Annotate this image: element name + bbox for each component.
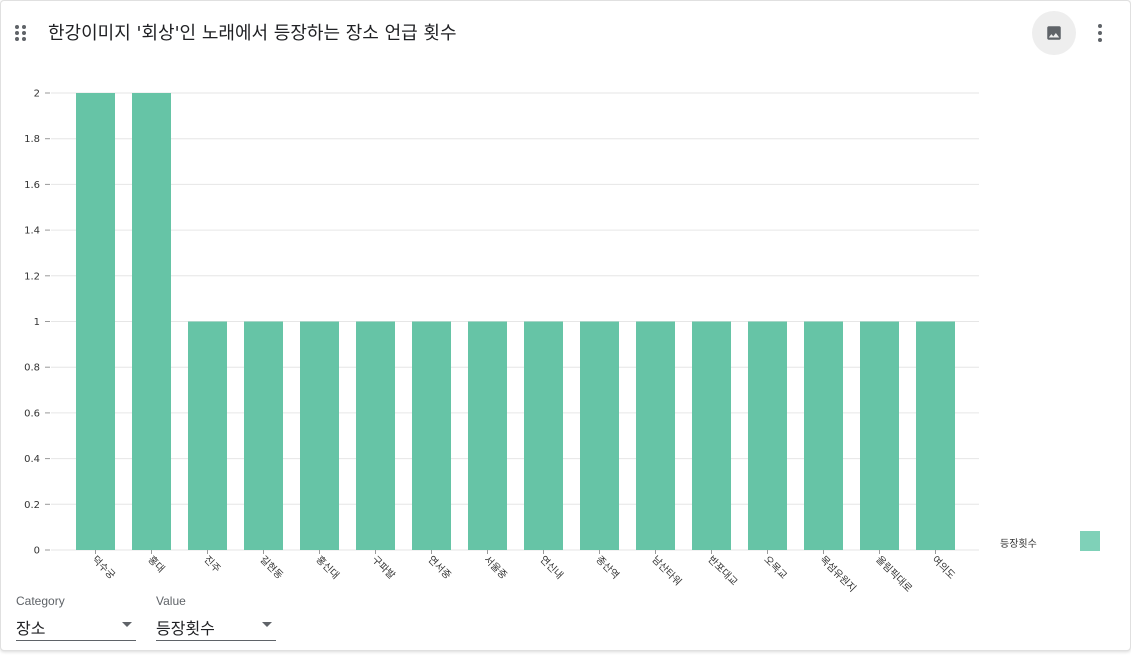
x-tick-label: 여의도 — [929, 554, 957, 582]
category-select-label: Category — [16, 594, 65, 608]
x-tick-label: 올림픽대로 — [873, 554, 914, 595]
bar — [188, 321, 227, 550]
x-tick-label: 연서중 — [425, 554, 453, 582]
bar — [132, 93, 171, 550]
bar — [580, 321, 619, 550]
dropdown-arrow-icon — [122, 622, 132, 627]
bar — [244, 321, 283, 550]
x-tick-label: 연신내 — [537, 554, 565, 582]
value-select[interactable]: 등장횟수 — [156, 612, 276, 641]
x-tick-label: 홍신대 — [313, 553, 342, 582]
bar — [916, 321, 955, 550]
x-tick-label: 종산역 — [593, 554, 621, 582]
bar — [804, 321, 843, 550]
download-image-button[interactable] — [1032, 11, 1076, 55]
value-select-label: Value — [156, 594, 186, 608]
y-tick-label: 0.6 — [24, 408, 40, 419]
legend-label: 등장횟수 — [1000, 539, 1037, 550]
bar — [356, 321, 395, 550]
y-tick-label: 1.2 — [24, 271, 40, 282]
y-tick-label: 1 — [34, 317, 40, 328]
dropdown-arrow-icon — [262, 622, 272, 627]
category-select-value: 장소 — [16, 619, 46, 638]
bar — [860, 321, 899, 550]
y-tick-label: 0.4 — [24, 454, 40, 465]
bar — [748, 321, 787, 550]
y-tick-label: 1.8 — [24, 134, 40, 145]
y-tick-label: 1.4 — [24, 226, 40, 237]
y-tick-label: 0.2 — [24, 500, 40, 511]
x-tick-label: 덕수궁 — [89, 554, 117, 582]
x-tick-label: 목섬유원지 — [817, 554, 858, 595]
image-icon — [1047, 26, 1061, 40]
legend-swatch — [1080, 531, 1100, 551]
y-tick-label: 1.6 — [24, 180, 40, 191]
y-tick-label: 0 — [34, 546, 40, 557]
category-select[interactable]: 장소 — [16, 612, 136, 641]
x-tick-label: 남산타워 — [649, 553, 684, 588]
bar — [524, 321, 563, 550]
x-tick-label: 구파발 — [369, 554, 397, 582]
y-tick-label: 2 — [34, 89, 40, 100]
drag-indicator-icon[interactable] — [15, 25, 29, 43]
bar — [76, 93, 115, 550]
x-tick-label: 홍대 — [145, 553, 167, 575]
bar — [468, 321, 507, 550]
chart-title: 한강이미지 '회상'인 노래에서 등장하는 장소 언급 횟수 — [48, 23, 457, 44]
bar — [412, 321, 451, 550]
x-tick-label: 반포대교 — [705, 554, 740, 589]
x-tick-label: 길현동 — [257, 553, 286, 582]
x-tick-label: 오목교 — [761, 554, 789, 582]
bar-chart: 0 0.2 0.4 0.6 0.8 1 1.2 1.4 1.6 1.8 2 덕수궁 홍대 진주 길현동 홍신대… — [24, 89, 979, 595]
value-select-value: 등장횟수 — [156, 619, 215, 638]
more-vert-icon[interactable] — [1087, 19, 1113, 47]
x-tick-label: 서울중 — [481, 554, 509, 582]
x-tick-label: 진주 — [201, 554, 223, 576]
bar — [300, 321, 339, 550]
bar — [692, 321, 731, 550]
y-tick-label: 0.8 — [24, 363, 40, 374]
bar — [636, 321, 675, 550]
